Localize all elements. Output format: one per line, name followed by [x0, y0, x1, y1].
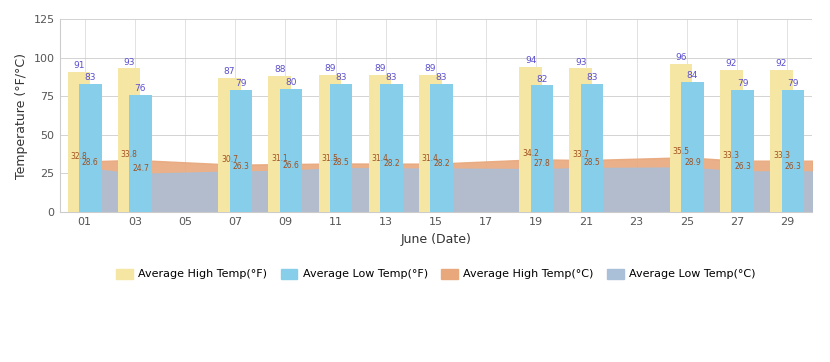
Bar: [681, 82, 704, 212]
Text: 89: 89: [424, 64, 436, 73]
Text: 26.3: 26.3: [784, 162, 801, 171]
Text: 31.4: 31.4: [422, 154, 439, 163]
Bar: [369, 75, 392, 212]
Text: 83: 83: [85, 73, 96, 82]
Bar: [569, 68, 592, 212]
Text: 80: 80: [286, 78, 297, 87]
Bar: [731, 90, 754, 212]
X-axis label: June (Date): June (Date): [400, 232, 471, 245]
Text: 76: 76: [134, 84, 146, 93]
Text: 89: 89: [325, 64, 335, 73]
Text: 33.3: 33.3: [723, 151, 740, 160]
Text: 79: 79: [235, 79, 247, 88]
Text: 92: 92: [725, 59, 737, 68]
Bar: [79, 84, 101, 212]
Text: 93: 93: [124, 58, 135, 67]
Text: 88: 88: [274, 65, 286, 74]
Bar: [419, 75, 442, 212]
Text: 33.7: 33.7: [572, 150, 589, 159]
Text: 83: 83: [436, 73, 447, 82]
Text: 31.1: 31.1: [271, 154, 288, 163]
Text: 79: 79: [737, 79, 749, 88]
Text: 33.3: 33.3: [773, 151, 790, 160]
Text: 28.2: 28.2: [383, 159, 400, 168]
Text: 83: 83: [386, 73, 397, 82]
Text: 28.2: 28.2: [433, 159, 450, 168]
Bar: [68, 72, 90, 212]
Text: 28.5: 28.5: [583, 158, 600, 167]
Text: 92: 92: [776, 59, 787, 68]
Legend: Average High Temp(°F), Average Low Temp(°F), Average High Temp(°C), Average Low : Average High Temp(°F), Average Low Temp(…: [111, 264, 760, 284]
Bar: [319, 75, 341, 212]
Bar: [118, 68, 140, 212]
Text: 33.8: 33.8: [120, 150, 138, 159]
Bar: [770, 70, 793, 212]
Bar: [268, 76, 291, 212]
Text: 26.6: 26.6: [282, 161, 300, 170]
Text: 28.9: 28.9: [684, 158, 701, 167]
Text: 26.3: 26.3: [735, 162, 751, 171]
Bar: [720, 70, 743, 212]
Bar: [230, 90, 252, 212]
Text: 35.5: 35.5: [672, 147, 690, 156]
Text: 89: 89: [374, 64, 386, 73]
Text: 34.2: 34.2: [522, 150, 539, 159]
Text: 93: 93: [575, 58, 587, 67]
Text: 27.8: 27.8: [534, 159, 550, 168]
Text: 32.8: 32.8: [71, 152, 87, 161]
Text: 26.3: 26.3: [232, 162, 249, 171]
Bar: [670, 64, 692, 212]
Bar: [430, 84, 453, 212]
Text: 91: 91: [73, 61, 85, 70]
Text: 79: 79: [787, 79, 798, 88]
Bar: [530, 85, 553, 212]
Text: 30.7: 30.7: [221, 155, 238, 164]
Text: 24.7: 24.7: [132, 164, 149, 173]
Text: 94: 94: [525, 56, 536, 65]
Text: 31.5: 31.5: [321, 153, 339, 163]
Text: 87: 87: [224, 67, 235, 76]
Bar: [129, 95, 152, 212]
Text: 28.5: 28.5: [333, 158, 349, 167]
Text: 28.6: 28.6: [82, 158, 99, 167]
Text: 83: 83: [586, 73, 598, 82]
Text: 84: 84: [686, 71, 698, 80]
Bar: [280, 89, 302, 212]
Text: 83: 83: [335, 73, 347, 82]
Bar: [581, 84, 603, 212]
Y-axis label: Temperature (°F/°C): Temperature (°F/°C): [15, 52, 28, 178]
Text: 82: 82: [536, 75, 548, 84]
Bar: [330, 84, 353, 212]
Bar: [218, 78, 241, 212]
Bar: [380, 84, 403, 212]
Text: 31.4: 31.4: [372, 154, 388, 163]
Bar: [782, 90, 804, 212]
Text: 96: 96: [676, 53, 687, 62]
Bar: [520, 67, 542, 212]
